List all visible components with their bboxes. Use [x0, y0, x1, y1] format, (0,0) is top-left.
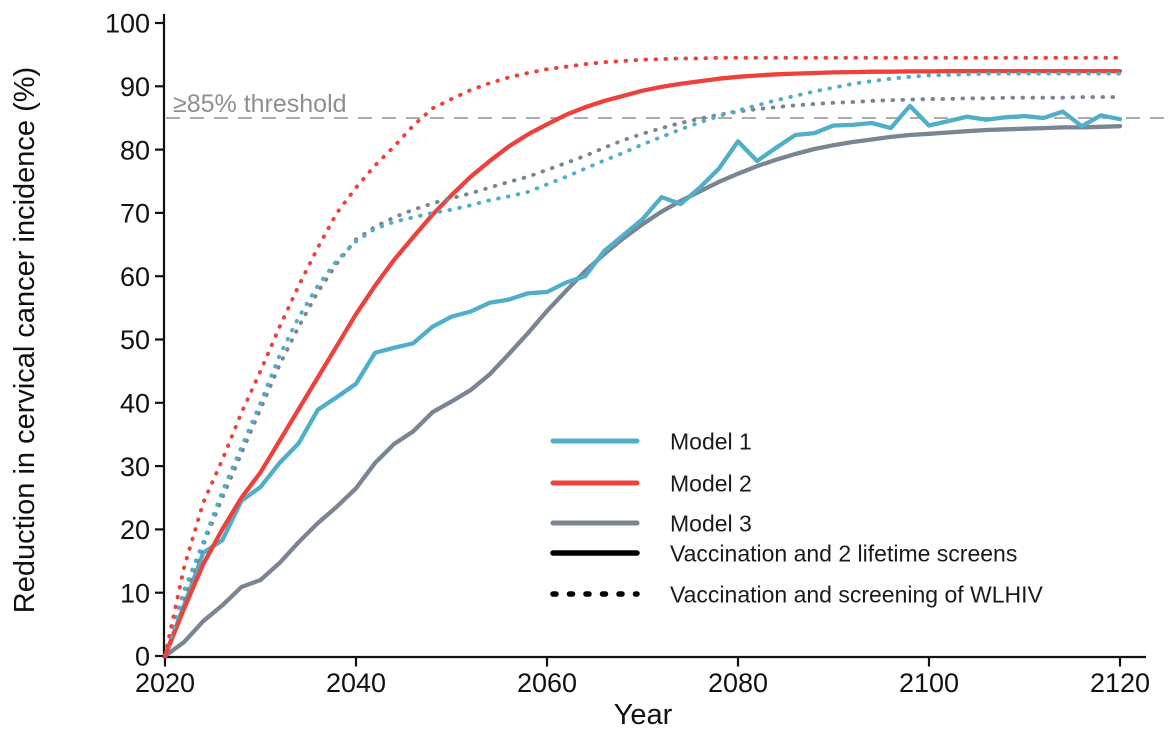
y-tick-label: 20: [120, 515, 150, 545]
y-axis-title: Reduction in cervical cancer incidence (…: [9, 67, 41, 613]
legend: Model 1 Model 2 Model 3 Vaccination and 2 l…: [550, 428, 1044, 607]
series-model-1-solid: [162, 103, 1123, 659]
series-model-1-dotted: [163, 71, 1122, 658]
legend-item-strategy-dotted: Vaccination and screening of WLHIV: [550, 581, 1044, 607]
threshold-group: ≥85% threshold: [166, 90, 1167, 119]
y-tick-label: 60: [120, 262, 150, 292]
axes: 0 10 20 30 40 50 60 70 80 90 100 2020 2040 2060 2080 21…: [105, 9, 1150, 698]
y-tick-label: 70: [120, 199, 150, 229]
x-tick-label: 2120: [1090, 668, 1150, 698]
y-tick-label: 90: [120, 72, 150, 102]
y-tick-label: 80: [120, 135, 150, 165]
x-tick-label: 2060: [517, 668, 577, 698]
y-tick-label: 0: [135, 642, 150, 672]
series-model-2-solid: [162, 68, 1123, 659]
y-tick-label: 10: [120, 578, 150, 608]
y-tick-label: 100: [105, 9, 150, 39]
y-tick-label: 40: [120, 389, 150, 419]
x-tick-label: 2080: [708, 668, 768, 698]
series-model-3-dotted: [163, 95, 1122, 658]
x-axis-title: Year: [614, 699, 673, 731]
series-model-3-solid: [162, 124, 1123, 659]
threshold-label: ≥85% threshold: [173, 90, 347, 118]
y-tick-label: 50: [120, 325, 150, 355]
legend-item-strategy-solid: Vaccination and 2 lifetime screens: [550, 540, 1017, 566]
data-series: [162, 55, 1123, 659]
legend-item-model-2: Model 2: [550, 470, 752, 496]
x-tick-label: 2100: [899, 668, 959, 698]
legend-label: Model 3: [670, 510, 752, 536]
series-model-2-dotted: [163, 55, 1122, 658]
legend-label: Model 1: [670, 428, 752, 454]
legend-item-model-3: Model 3: [550, 510, 752, 536]
x-tick-label: 2020: [135, 668, 195, 698]
y-tick-label: 30: [120, 452, 150, 482]
legend-item-model-1: Model 1: [550, 428, 752, 454]
legend-label: Model 2: [670, 470, 752, 496]
legend-label: Vaccination and screening of WLHIV: [670, 581, 1044, 607]
legend-label: Vaccination and 2 lifetime screens: [670, 540, 1017, 566]
x-tick-label: 2040: [326, 668, 386, 698]
